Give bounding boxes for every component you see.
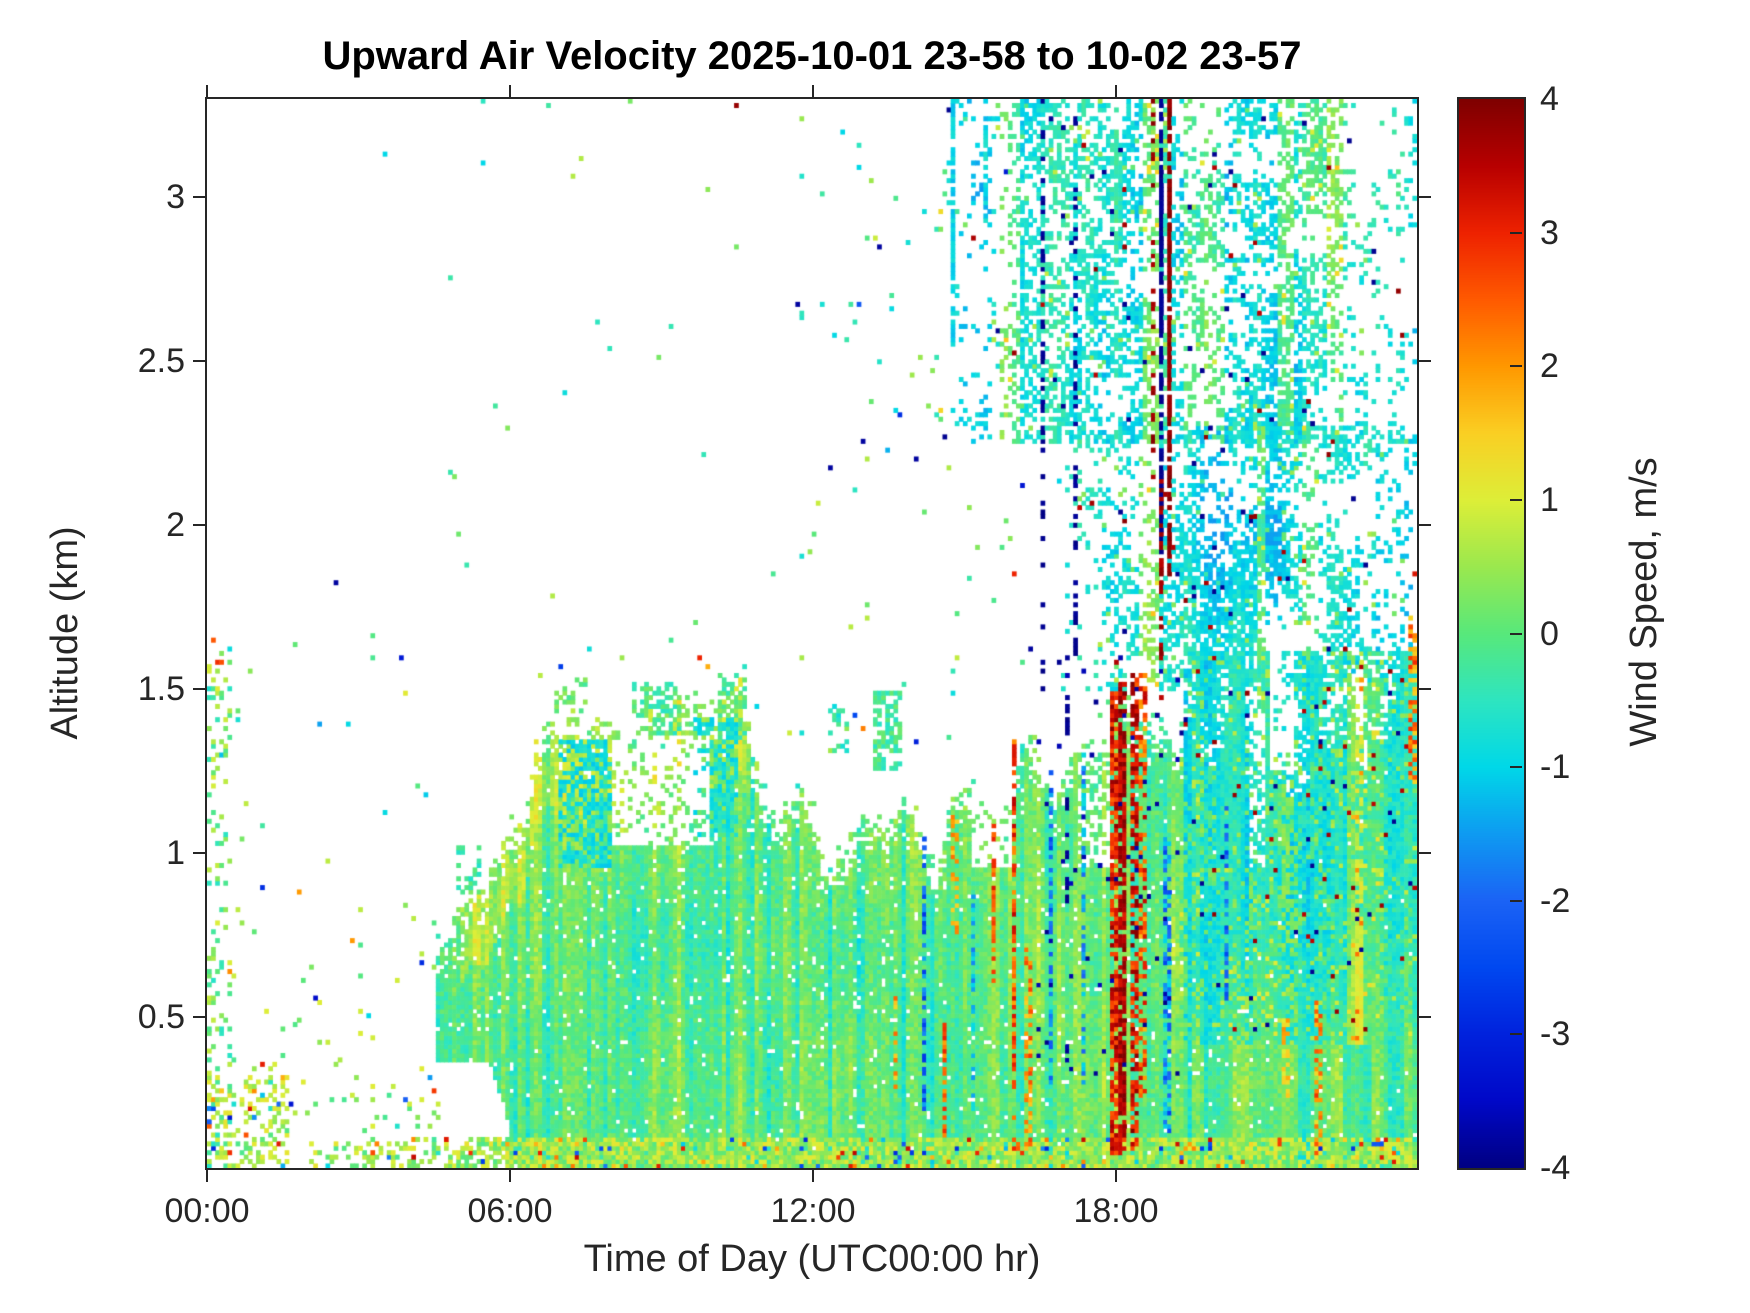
x-tick-mark xyxy=(1115,1170,1117,1182)
y-tick-mark xyxy=(193,524,205,526)
y-tick-mark-right xyxy=(1419,524,1431,526)
colorbar-tick-label: 3 xyxy=(1540,213,1559,252)
y-tick-mark xyxy=(193,196,205,198)
colorbar-tick-mark xyxy=(1510,231,1522,234)
chart-title: Upward Air Velocity 2025-10-01 23-58 to … xyxy=(322,34,1302,78)
y-tick-mark-right xyxy=(1419,852,1431,854)
y-tick-mark xyxy=(193,852,205,854)
colorbar-tick-label: 4 xyxy=(1540,80,1559,118)
x-tick-mark-top xyxy=(1115,85,1117,97)
x-tick-label: 12:00 xyxy=(770,1192,856,1230)
x-tick-mark xyxy=(206,1170,208,1182)
x-tick-mark-top xyxy=(206,85,208,97)
y-tick-mark xyxy=(193,1016,205,1018)
colorbar-tick-mark xyxy=(1510,498,1522,501)
colorbar-tick-mark xyxy=(1510,899,1522,902)
colorbar-tick-label: 0 xyxy=(1540,614,1559,653)
colorbar-tick-mark xyxy=(1510,766,1522,769)
colorbar-tick-label: -1 xyxy=(1540,748,1571,787)
x-axis-label: Time of Day (UTC00:00 hr) xyxy=(583,1238,1041,1280)
y-tick-label: 0.5 xyxy=(137,998,185,1036)
colorbar-tick-mark xyxy=(1510,632,1522,635)
y-tick-label: 3 xyxy=(166,178,185,216)
colorbar-tick-label: 1 xyxy=(1540,480,1559,519)
x-tick-label: 18:00 xyxy=(1073,1192,1159,1230)
y-tick-label: 2 xyxy=(166,506,185,544)
y-tick-label: 1 xyxy=(166,834,185,872)
y-tick-mark-right xyxy=(1419,1016,1431,1018)
heatmap-canvas xyxy=(207,99,1417,1168)
x-tick-label: 06:00 xyxy=(467,1192,553,1230)
y-tick-label: 1.5 xyxy=(137,670,185,708)
y-tick-mark xyxy=(193,360,205,362)
x-tick-mark-top xyxy=(509,85,511,97)
x-tick-mark xyxy=(812,1170,814,1182)
y-tick-label: 2.5 xyxy=(137,342,185,380)
y-tick-mark-right xyxy=(1419,360,1431,362)
colorbar-tick-label: -4 xyxy=(1540,1149,1571,1187)
colorbar-tick-label: 2 xyxy=(1540,347,1559,386)
x-tick-mark xyxy=(509,1170,511,1182)
colorbar-tick-label: -3 xyxy=(1540,1015,1571,1054)
x-tick-label: 00:00 xyxy=(164,1192,250,1230)
x-tick-mark-top xyxy=(812,85,814,97)
y-tick-mark xyxy=(193,688,205,690)
y-axis-label: Altitude (km) xyxy=(44,526,86,740)
colorbar-tick-mark xyxy=(1510,365,1522,368)
y-tick-mark-right xyxy=(1419,196,1431,198)
colorbar-tick-label: -2 xyxy=(1540,881,1571,920)
y-tick-mark-right xyxy=(1419,688,1431,690)
colorbar-tick-mark xyxy=(1510,1033,1522,1036)
